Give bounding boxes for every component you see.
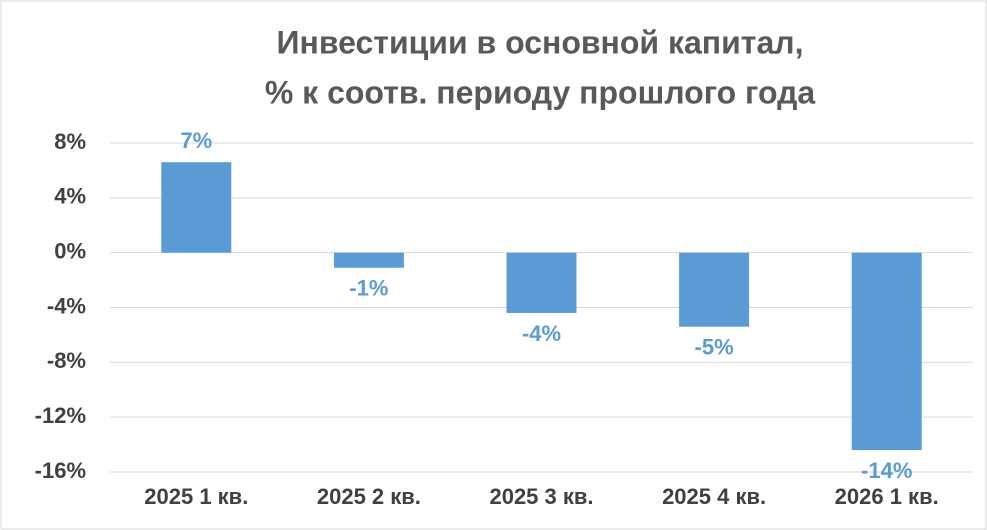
y-tick-label: 4% <box>54 184 86 209</box>
value-label: -14% <box>861 458 912 483</box>
chart-title: Инвестиции в основной капитал, <box>277 24 804 60</box>
y-tick-label: -12% <box>35 403 86 428</box>
chart-title: % к соотв. периоду прошлого года <box>265 74 816 110</box>
y-tick-label: -8% <box>47 348 86 373</box>
x-tick-label: 2025 4 кв. <box>662 484 766 509</box>
bar <box>333 252 404 268</box>
x-tick-label: 2025 2 кв. <box>317 484 421 509</box>
value-label: 7% <box>180 128 212 153</box>
y-tick-label: -16% <box>35 458 86 483</box>
x-tick-label: 2025 1 кв. <box>144 484 248 509</box>
y-tick-label: 8% <box>54 129 86 154</box>
x-tick-label: 2026 1 кв. <box>835 484 939 509</box>
value-label: -4% <box>522 321 561 346</box>
x-tick-label: 2025 3 кв. <box>489 484 593 509</box>
bar <box>161 162 232 253</box>
value-label: -1% <box>349 276 388 301</box>
y-tick-label: -4% <box>47 293 86 318</box>
value-label: -5% <box>695 335 734 360</box>
y-tick-label: 0% <box>54 238 86 263</box>
bar <box>506 252 577 313</box>
bar <box>851 252 922 451</box>
bar <box>679 252 750 327</box>
